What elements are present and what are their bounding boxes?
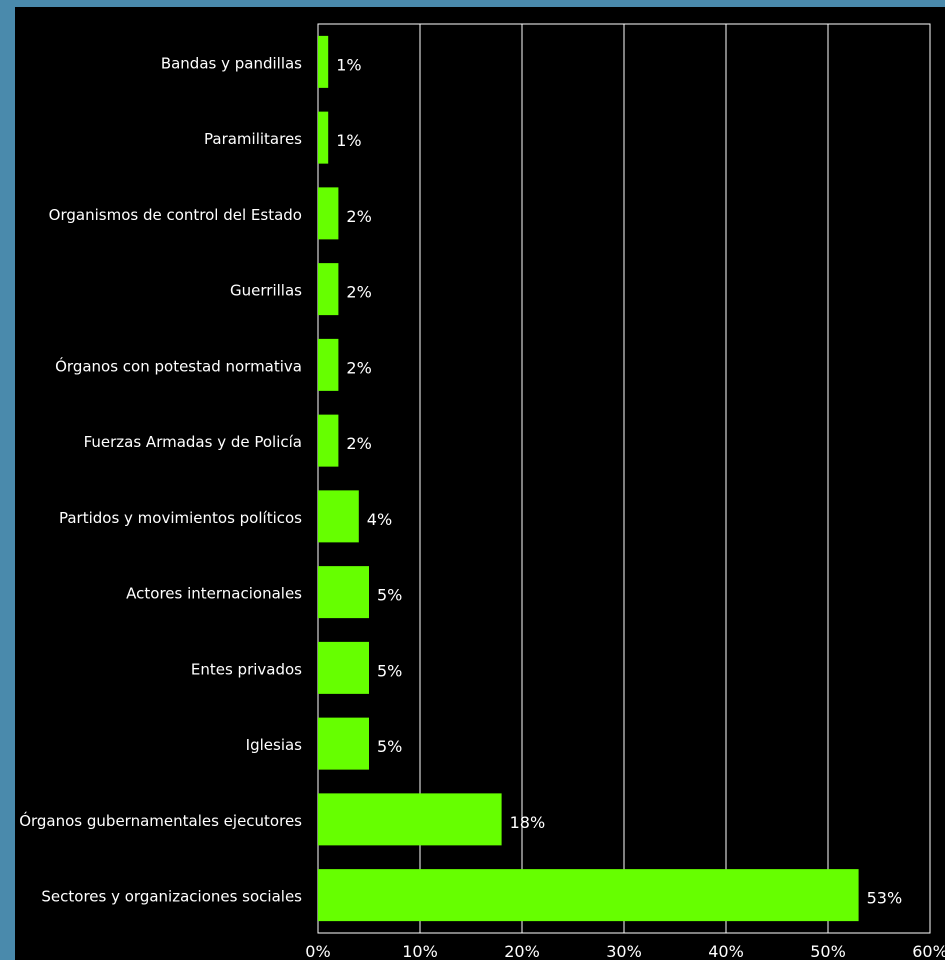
bar [318,793,502,846]
category-label: Paramilitares [204,130,302,148]
x-tick-label: 0% [305,942,330,960]
bar [318,414,339,467]
category-label: Guerrillas [230,282,302,300]
x-tick-label: 60% [912,942,945,960]
category-label: Fuerzas Armadas y de Policía [84,433,302,451]
category-label: Bandas y pandillas [161,54,302,72]
value-label: 2% [346,358,371,377]
value-label: 4% [367,510,392,529]
x-tick-label: 40% [708,942,744,960]
bar [318,35,329,88]
x-tick-label: 10% [402,942,438,960]
bar [318,111,329,164]
value-label: 5% [377,661,402,680]
bar [318,338,339,391]
category-label: Iglesias [246,736,303,754]
value-label: 53% [867,889,903,908]
bar [318,566,369,619]
x-tick-label: 50% [810,942,846,960]
category-label: Entes privados [191,660,302,678]
bar-chart: 0% 10% 20% 30% 40% 50% 60% Bandas y pandillas 1%… [19,23,945,960]
bar [318,717,369,770]
category-label: Sectores y organizaciones sociales [41,888,302,906]
category-label: Órganos con potestad normativa [55,356,302,375]
bar [318,263,339,316]
category-label: Organismos de control del Estado [49,206,302,224]
value-label: 18% [510,813,546,832]
bar [318,187,339,240]
bar [318,869,859,922]
value-label: 1% [336,55,361,74]
value-label: 2% [346,207,371,226]
x-tick-label: 30% [606,942,642,960]
value-label: 2% [346,283,371,302]
bar [318,490,359,543]
bar [318,641,369,694]
value-label: 5% [377,586,402,605]
chart-panel: 0% 10% 20% 30% 40% 50% 60% Bandas y pandillas 1%… [15,7,945,960]
value-label: 5% [377,737,402,756]
category-label: Órganos gubernamentales ejecutores [19,811,302,830]
category-label: Actores internacionales [126,585,302,603]
category-label: Partidos y movimientos políticos [59,509,302,527]
value-label: 1% [336,131,361,150]
value-label: 2% [346,434,371,453]
x-tick-label: 20% [504,942,540,960]
